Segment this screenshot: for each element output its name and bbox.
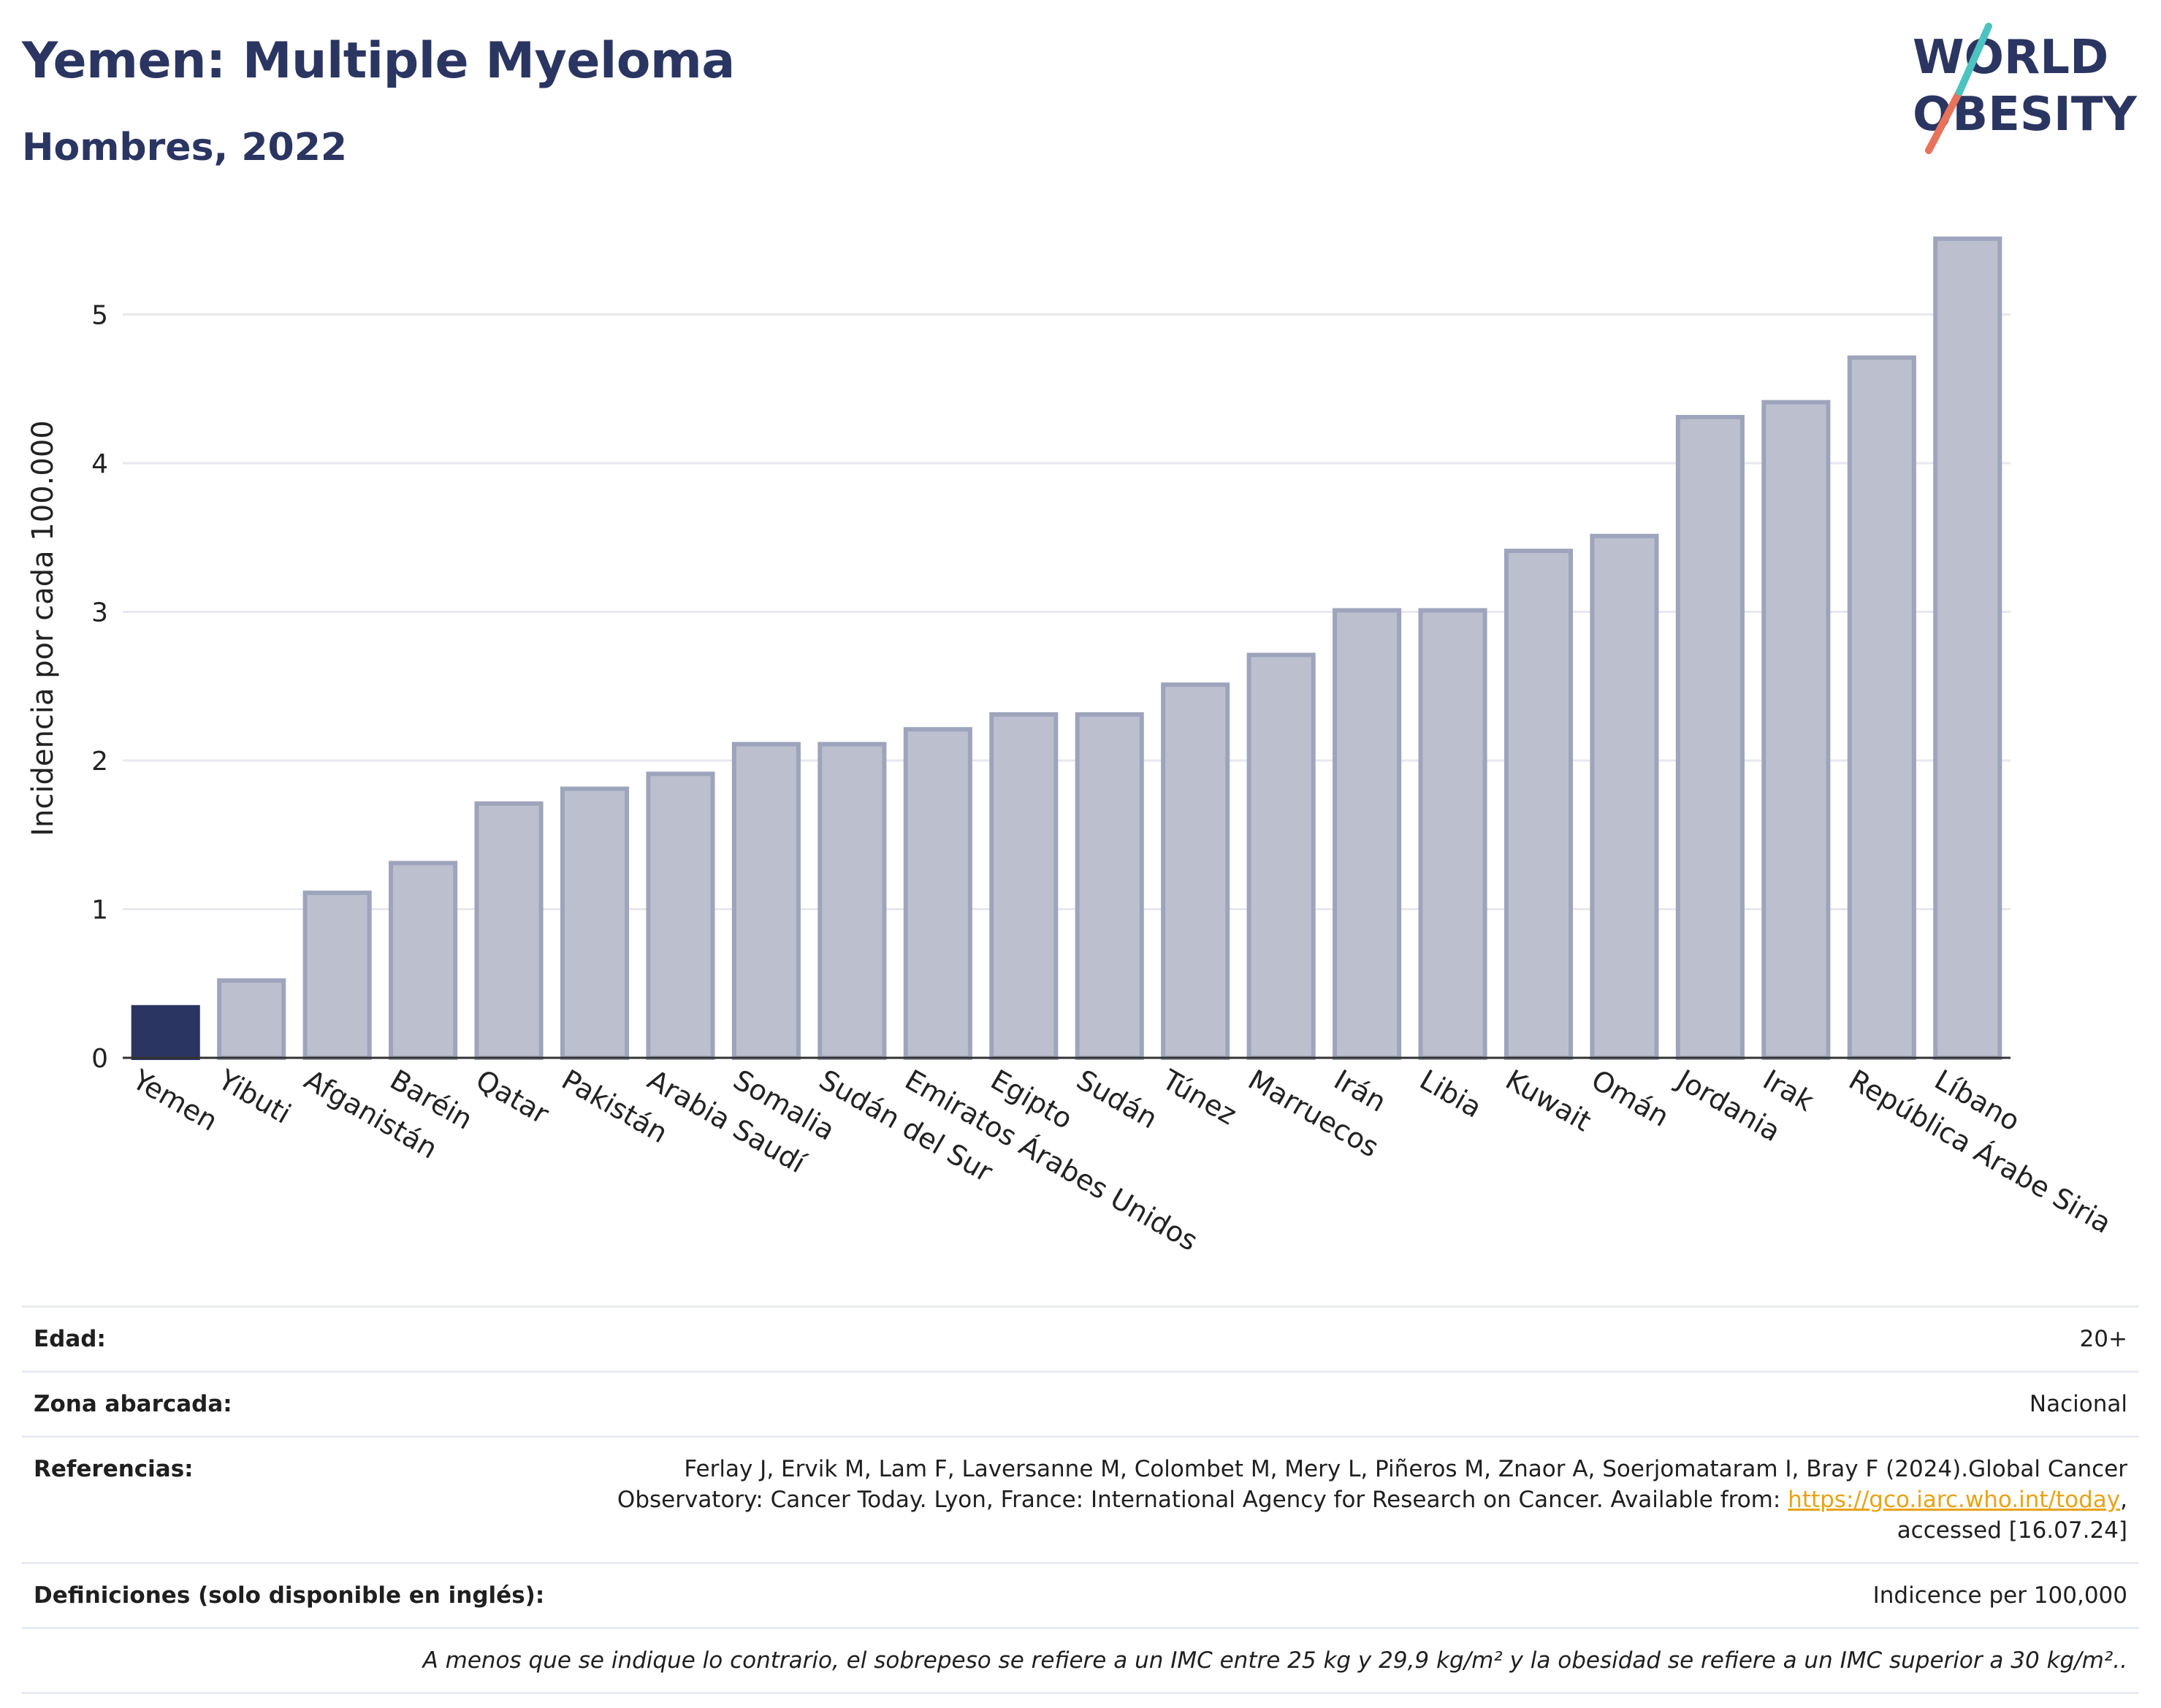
definitions-label: Definiciones (solo disponible en inglés)… [22,1562,571,1628]
x-tick-label: Túnez [1156,1063,1242,1131]
bar-12 [1161,682,1230,1061]
bar-8 [817,741,887,1060]
references-link[interactable]: https://gco.iarc.who.int/today [1788,1487,2121,1513]
info-table: Edad: 20+ Zona abarcada: Nacional Refere… [22,1305,2139,1694]
bar-0 [131,1004,200,1061]
references-value: Ferlay J, Ervik M, Lam F, Laversanne M, … [571,1436,2139,1563]
age-label: Edad: [22,1305,571,1372]
y-tick-label: 4 [91,449,108,479]
y-tick-label: 1 [91,896,108,926]
info-row-area: Zona abarcada: Nacional [22,1370,2139,1437]
definitions-value: Indicence per 100,000 [571,1562,2139,1628]
area-value: Nacional [571,1370,2139,1437]
info-row-references: Referencias: Ferlay J, Ervik M, Lam F, L… [22,1436,2139,1563]
y-axis-title: Incidencia por cada 100.000 [26,420,60,836]
x-tick-label: Kuwait [1501,1064,1597,1138]
info-row-age: Edad: 20+ [22,1305,2139,1372]
references-text-4: accessed [16.07.24] [1897,1517,2127,1544]
bar-14 [1333,608,1402,1060]
references-text-2: Observatory: Cancer Today. Lyon, France:… [617,1487,1788,1513]
x-tick-label: Qatar [470,1064,554,1131]
logo-line-1: WORLD [1913,31,2108,85]
references-label: Referencias: [22,1436,571,1563]
references-text-3: , [2120,1487,2127,1513]
bar-4 [474,801,544,1060]
bar-11 [1075,712,1144,1060]
x-tick-label: Libia [1414,1064,1487,1124]
bar-3 [389,861,458,1060]
bar-13 [1246,652,1316,1060]
x-tick-label: Omán [1586,1064,1674,1133]
info-row-note: A menos que se indique lo contrario, el … [22,1627,2139,1694]
bars [131,236,2002,1061]
bar-16 [1503,549,1574,1060]
y-tick-label: 3 [91,598,108,628]
bar-1 [217,978,286,1061]
y-tick-label: 5 [91,301,108,331]
references-text-1: Ferlay J, Ervik M, Lam F, Laversanne M, … [684,1456,2127,1482]
info-row-definitions: Definiciones (solo disponible en inglés)… [22,1562,2139,1628]
age-value: 20+ [571,1305,2139,1372]
page-title: Yemen: Multiple Myeloma [22,32,735,90]
bar-10 [989,712,1059,1060]
bar-2 [302,891,372,1060]
footnote: A menos que se indique lo contrario, el … [22,1627,2139,1694]
y-axis-ticks: 0 1 2 3 4 5 [91,301,108,1075]
area-label: Zona abarcada: [22,1370,571,1437]
bar-9 [903,727,972,1060]
bar-21 [1933,236,2002,1061]
bar-6 [646,771,715,1060]
bar-19 [1761,400,1831,1060]
y-tick-label: 2 [91,747,108,777]
bar-5 [560,786,630,1060]
page-subtitle: Hombres, 2022 [22,126,348,169]
y-tick-label: 0 [91,1044,108,1074]
x-tick-label: Sudán [1071,1064,1163,1135]
x-tick-label: Yibuti [213,1063,297,1130]
world-obesity-logo: WORLD OBESITY [1913,23,2137,154]
bar-18 [1675,414,1745,1061]
bar-15 [1418,608,1487,1060]
bar-17 [1590,533,1659,1060]
x-tick-label: Yemen [126,1063,223,1137]
bar-20 [1847,355,1916,1060]
bar-7 [731,741,801,1060]
